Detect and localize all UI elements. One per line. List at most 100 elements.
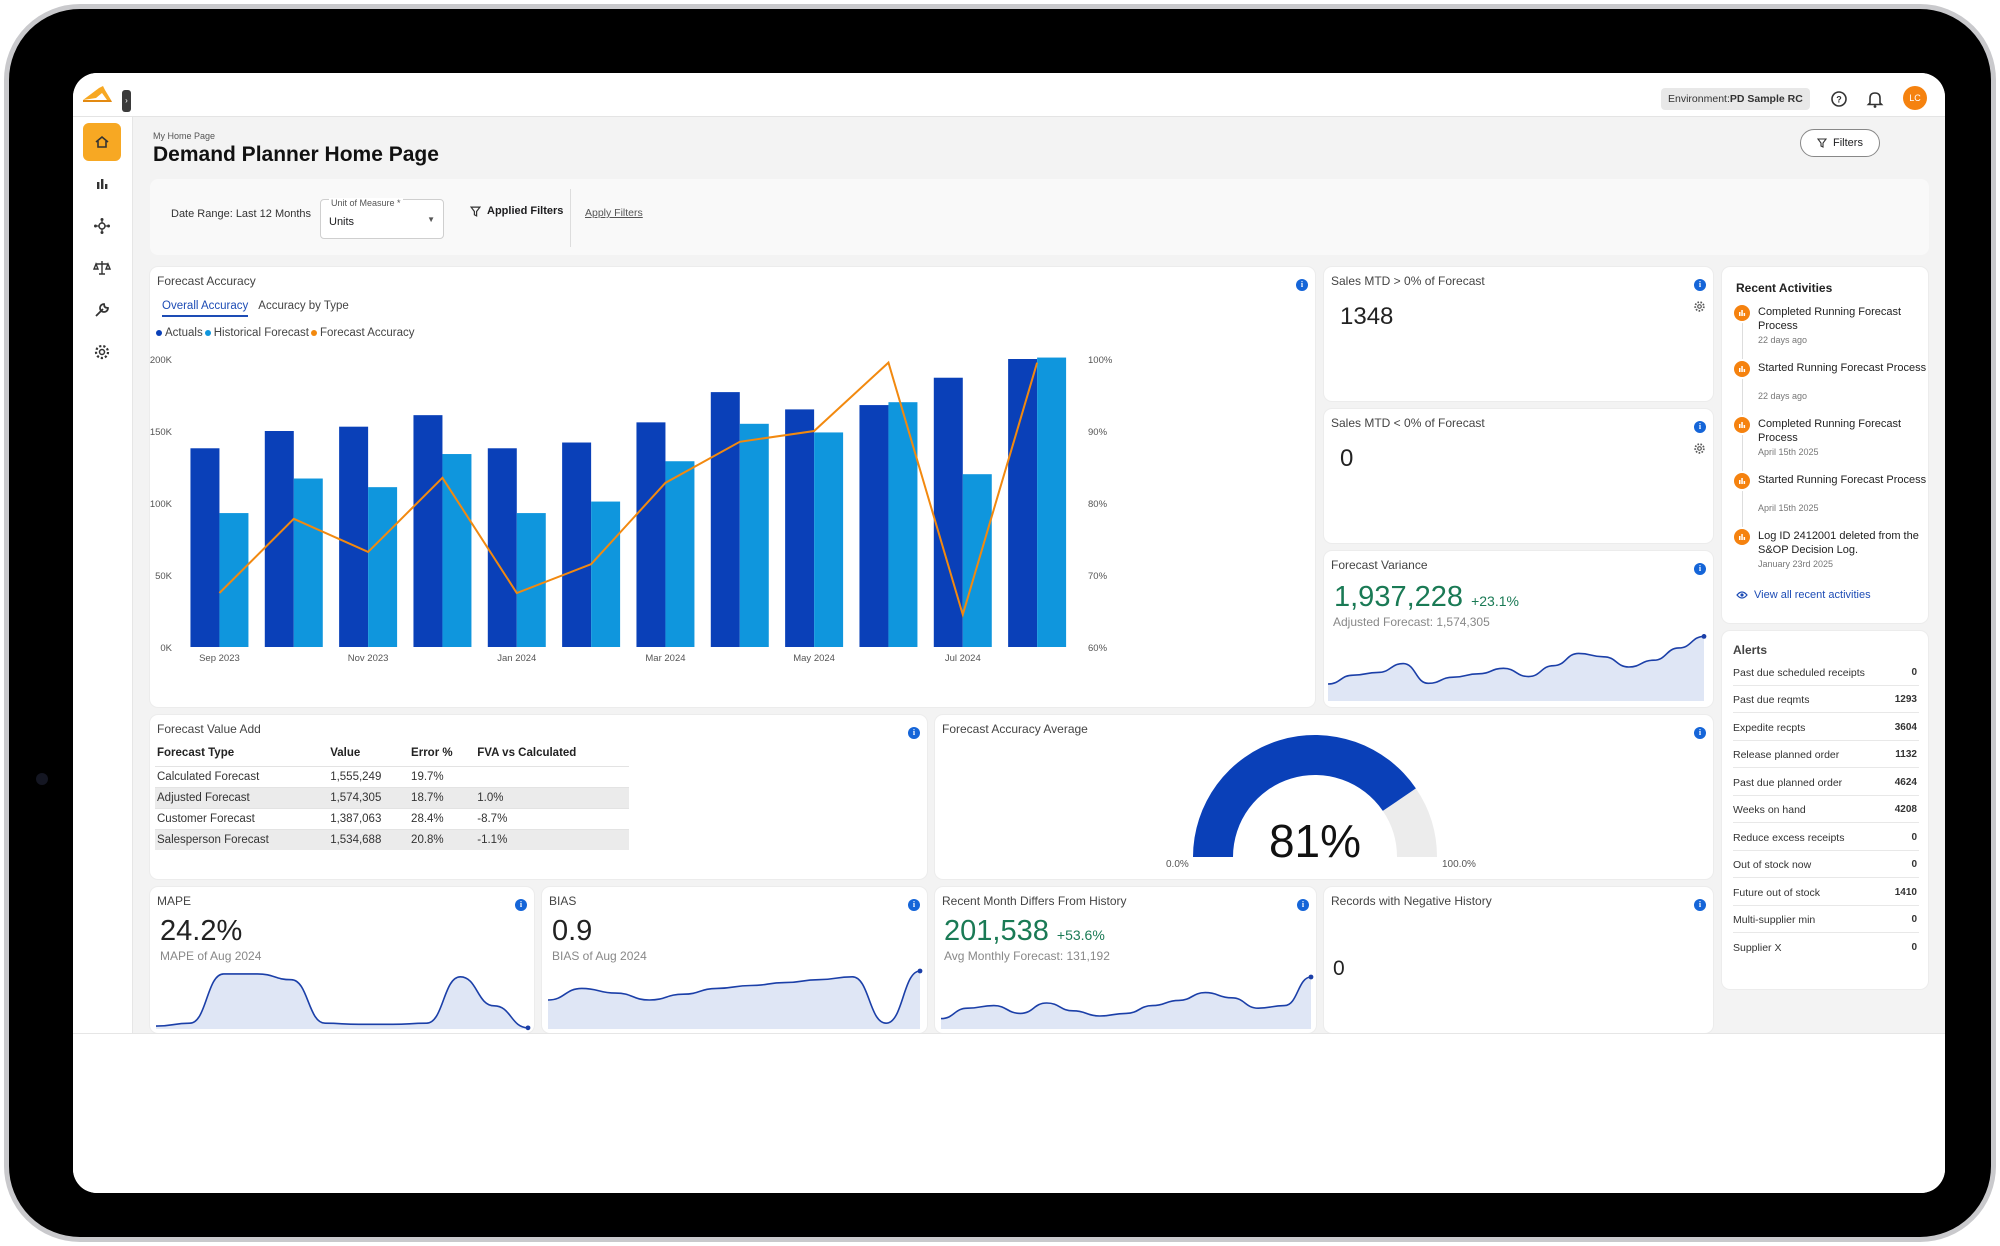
info-icon[interactable]: i [908, 899, 920, 911]
bar-historical-forecast [665, 461, 695, 647]
gauge-track [1382, 788, 1437, 857]
legend-historical-forecast[interactable]: Historical Forecast [204, 327, 309, 339]
card-title: MAPE [157, 894, 192, 908]
scale-icon [93, 261, 111, 275]
apply-filters-link[interactable]: Apply Filters [585, 207, 643, 219]
alert-row[interactable]: Past due planned order 4624 [1733, 769, 1919, 796]
alert-label: Multi-supplier min [1733, 914, 1816, 926]
sidebar-item-analytics[interactable] [83, 165, 121, 203]
alert-row[interactable]: Past due reqmts 1293 [1733, 686, 1919, 713]
activity-text: Completed Running Forecast Process [1758, 306, 1902, 332]
forecast-value-add-card: Forecast Value Add i Forecast Type Value… [150, 715, 927, 879]
sidebar-item-network[interactable] [83, 207, 121, 245]
info-icon[interactable]: i [1297, 899, 1309, 911]
y-tick-label-right: 70% [1088, 571, 1108, 582]
info-icon[interactable]: i [1694, 279, 1706, 291]
alert-count: 0 [1911, 859, 1917, 870]
applied-filters-label: Applied Filters [487, 205, 564, 217]
alert-row[interactable]: Past due scheduled receipts 0 [1733, 659, 1919, 686]
alert-label: Out of stock now [1733, 859, 1812, 871]
y-tick-label-right: 90% [1088, 427, 1108, 438]
activity-item[interactable]: Started Running Forecast Process April 1… [1734, 473, 1926, 529]
activity-text: Started Running Forecast Process [1758, 474, 1927, 486]
alert-label: Supplier X [1733, 942, 1782, 954]
activity-item[interactable]: Started Running Forecast Process 22 days… [1734, 361, 1926, 417]
alert-row[interactable]: Release planned order 1132 [1733, 741, 1919, 768]
activity-item[interactable]: Log ID 2412001 deleted from the S&OP Dec… [1734, 529, 1924, 585]
table-cell: 1,387,063 [328, 807, 410, 829]
forecast-accuracy-chart: 0K 50K 100K 150K 200K 60% 70% 80% 90% 100% Sep 202… [150, 355, 1113, 664]
kpi-value: 1,937,228 [1334, 581, 1464, 613]
table-cell: Salesperson Forecast [155, 828, 329, 850]
alert-row[interactable]: Reduce excess receipts 0 [1733, 824, 1919, 851]
activity-item[interactable]: Completed Running Forecast Process 22 da… [1734, 305, 1924, 361]
help-icon[interactable]: ? [1827, 87, 1851, 111]
table-cell: 28.4% [409, 807, 476, 829]
activity-item[interactable]: Completed Running Forecast Process April… [1734, 417, 1924, 473]
legend-forecast-accuracy[interactable]: Forecast Accuracy [310, 327, 415, 339]
filters-button[interactable]: Filters [1800, 129, 1880, 157]
y-tick-label-left: 200K [150, 355, 173, 366]
date-range[interactable]: Date Range: Last 12 Months [171, 208, 312, 220]
kpi-value: 201,538 [944, 915, 1049, 947]
sparkline-area [941, 977, 1311, 1029]
view-all-activities-link[interactable]: View all recent activities [1736, 589, 1871, 601]
breadcrumb[interactable]: My Home Page [153, 131, 216, 141]
forecast-accuracy-average-card: Forecast Accuracy Average i 81% 0.0% 100… [935, 715, 1713, 879]
y-tick-label-right: 100% [1088, 355, 1113, 366]
table-cell: 1.0% [475, 786, 629, 808]
alert-row[interactable]: Out of stock now 0 [1733, 851, 1919, 878]
forecast-accuracy-card: Forecast Accuracy i Overall Accuracy Acc… [150, 267, 1315, 707]
bell-icon[interactable] [1863, 87, 1887, 111]
sidebar-item-tools[interactable] [83, 291, 121, 329]
column-header: Value [330, 746, 361, 759]
filter-bar: Date Range: Last 12 Months Unit of Measu… [150, 179, 1929, 255]
card-title: Records with Negative History [1331, 894, 1492, 908]
alert-count: 0 [1911, 914, 1917, 925]
info-icon[interactable]: i [1694, 563, 1706, 575]
activity-date: April 15th 2025 [1758, 447, 1819, 457]
kpi-delta: +53.6% [1056, 927, 1105, 943]
legend-actuals[interactable]: Actuals [156, 327, 203, 339]
collapse-sidebar-button[interactable]: › [122, 90, 131, 112]
recent-activities-card: Recent Activities Completed Running Fore… [1722, 267, 1928, 623]
alert-label: Past due planned order [1733, 777, 1843, 789]
bar-actuals [562, 442, 592, 647]
activity-chart-icon [1734, 473, 1750, 489]
alert-row[interactable]: Expedite recpts 3604 [1733, 714, 1919, 741]
card-title: Sales MTD > 0% of Forecast [1331, 274, 1485, 288]
alert-row[interactable]: Multi-supplier min 0 [1733, 906, 1919, 933]
sidebar-item-home[interactable] [83, 123, 121, 161]
table-row: Adjusted Forecast 1,574,305 18.7% 1.0% [155, 786, 629, 808]
user-avatar[interactable]: LC [1903, 86, 1927, 110]
alert-row[interactable]: Future out of stock 1410 [1733, 879, 1919, 906]
alert-row[interactable]: Supplier X 0 [1733, 934, 1919, 961]
tab-accuracy-by-type[interactable]: Accuracy by Type [258, 300, 349, 312]
card-title: BIAS [549, 894, 577, 908]
sparkline-line [1327, 635, 1705, 685]
info-icon[interactable]: i [1694, 727, 1706, 739]
forecast-variance-sparkline [1327, 634, 1707, 701]
info-icon[interactable]: i [1296, 279, 1308, 291]
gauge-min-label: 0.0% [1166, 859, 1189, 870]
sparkline-area [156, 973, 528, 1029]
sidebar-item-settings[interactable] [83, 333, 121, 371]
negative-history-card: Records with Negative History i 0 [1324, 887, 1713, 1033]
tab-overall-accuracy[interactable]: Overall Accuracy [162, 300, 249, 317]
gear-icon[interactable] [1693, 300, 1706, 313]
info-icon[interactable]: i [515, 899, 527, 911]
alert-row[interactable]: Weeks on hand 4208 [1733, 796, 1919, 823]
activity-chart-icon [1734, 529, 1750, 545]
timeline-line [1742, 323, 1743, 359]
bar-actuals [859, 405, 889, 647]
sidebar-item-balance[interactable] [83, 249, 121, 287]
info-icon[interactable]: i [1694, 421, 1706, 433]
bar-historical-forecast [591, 501, 621, 647]
unit-of-measure-select[interactable]: Unit of Measure * Units ▼ [320, 198, 444, 239]
info-icon[interactable]: i [908, 727, 920, 739]
info-icon[interactable]: i [1694, 899, 1706, 911]
gear-icon[interactable] [1693, 442, 1706, 455]
table-cell: 20.8% [409, 828, 476, 850]
bar-actuals [1008, 359, 1038, 647]
applied-filters[interactable]: Applied Filters [470, 205, 563, 217]
